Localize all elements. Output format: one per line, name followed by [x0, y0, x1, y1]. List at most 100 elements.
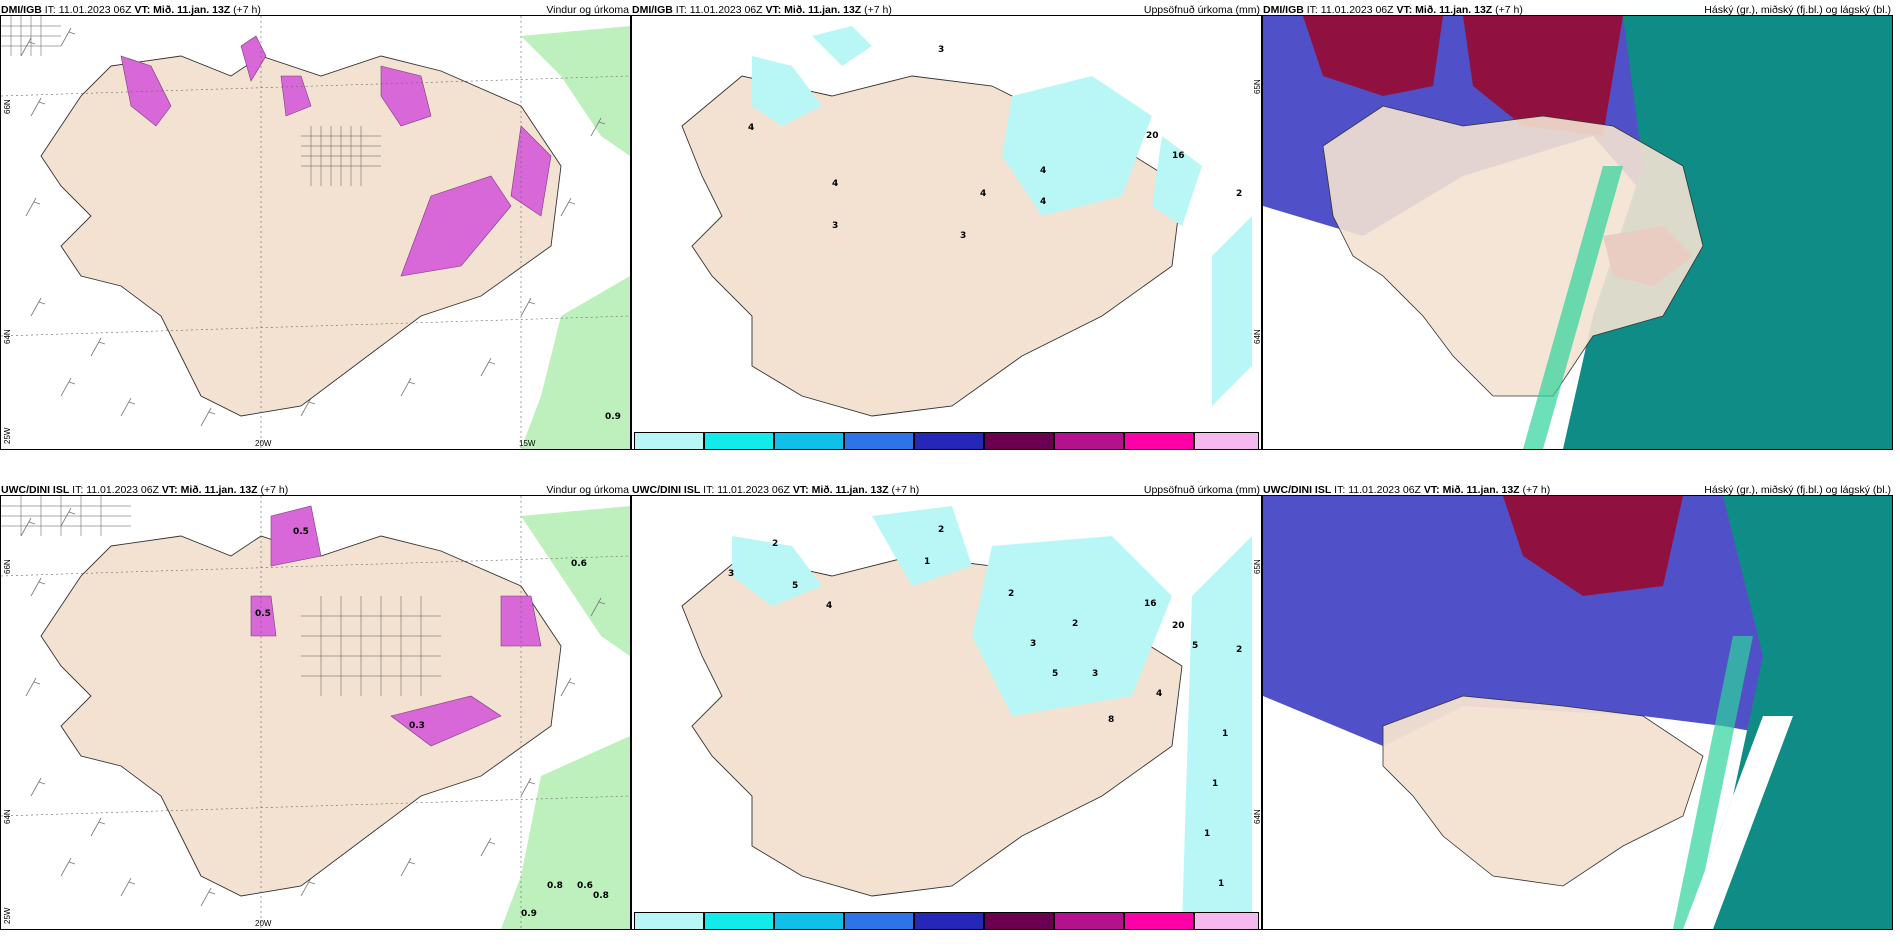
- precip-value: 5: [792, 581, 798, 591]
- precip-values: 2 1 2 3 5 4 2 3 16 20 5 2 1 1 1 1 8 4 3 …: [728, 525, 1242, 889]
- value-label: 0.6: [577, 881, 593, 891]
- model-name: DMI/IGB: [1263, 4, 1304, 16]
- legend-swatch: [634, 432, 704, 449]
- precip-value: 3: [728, 569, 734, 579]
- lon-label-20w: 20W: [255, 439, 272, 448]
- wind-map-canvas: 0.6 0.8 0.6 0.8 0.9 0.5 0.5 0.3: [1, 496, 630, 929]
- wind-map: 0.9 66N 64N 25W 20W 15W: [0, 15, 631, 450]
- lat-label-64n: 64N: [3, 329, 12, 344]
- precip-value: 1: [1212, 779, 1218, 789]
- precip-value: 5: [1192, 641, 1198, 651]
- precip-value: 4: [980, 189, 986, 199]
- precip-map-canvas: 2 1 2 3 5 4 2 3 16 20 5 2 1 1 1 1 8 4 3 …: [632, 496, 1261, 929]
- iceland-land: [40, 535, 562, 897]
- legend-swatch: [634, 912, 704, 929]
- panel-dmi-wind: DMI/IGB IT: 11.01.2023 06Z VT: Mið. 11.j…: [0, 0, 631, 450]
- legend-swatch: [984, 912, 1054, 929]
- legend-swatch: [704, 432, 774, 449]
- precip-legend: 1 10 25 50 75 100 150 200 400: [634, 432, 1259, 449]
- precip-value: 4: [1040, 166, 1046, 176]
- panel-dmi-precip: DMI/IGB IT: 11.01.2023 06Z VT: Mið. 11.j…: [631, 0, 1262, 450]
- cloud-map: [1262, 15, 1893, 450]
- low-cloud-area: [1463, 16, 1623, 136]
- precip-values: 3 4 4 3 4 4 20 16 2 3 4: [748, 45, 1242, 241]
- precip-value: 3: [832, 221, 838, 231]
- lead-time: (+7 h): [1495, 4, 1523, 16]
- it-label: IT:: [44, 4, 56, 16]
- panel-header: UWC/DINI ISL IT: 11.01.2023 06Z VT: Mið.…: [0, 480, 631, 500]
- model-name: DMI/IGB: [632, 4, 673, 16]
- panel-uwc-wind: UWC/DINI ISL IT: 11.01.2023 06Z VT: Mið.…: [0, 480, 631, 930]
- high-cloud-area: [1563, 16, 1892, 449]
- green-band: [1523, 166, 1623, 449]
- precip-value: 3: [1030, 639, 1036, 649]
- precip-map: 3 4 4 3 4 4 20 16 2 3 4 65N 64N: [631, 15, 1262, 450]
- legend-swatch: [984, 432, 1054, 449]
- product-title: Uppsöfnuð úrkoma (mm): [1143, 484, 1260, 496]
- precip-value: 1: [1204, 829, 1210, 839]
- hatch-areas: [1, 496, 441, 696]
- cloud-map: [1262, 495, 1893, 930]
- model-name: UWC/DINI ISL: [1263, 484, 1332, 496]
- precip-value: 5: [1052, 669, 1058, 679]
- panel-header: UWC/DINI ISL IT: 11.01.2023 06Z VT: Mið.…: [631, 480, 1262, 500]
- precip-value: 2: [772, 539, 778, 549]
- it-value: 11.01.2023 06Z: [717, 484, 790, 496]
- precip-value: 2: [1236, 189, 1242, 199]
- product-title: Uppsöfnuð úrkoma (mm): [1143, 4, 1260, 16]
- product-title: Háský (gr.), miðský (fj.bl.) og lágský (…: [1704, 484, 1891, 496]
- lon-label-20w: 20W: [255, 919, 272, 928]
- precip-value: 3: [1092, 669, 1098, 679]
- lat-label-66n: 66N: [3, 99, 12, 114]
- legend-swatch: [774, 912, 844, 929]
- product-title: Vindur og úrkoma: [546, 484, 629, 496]
- value-label: 0.5: [293, 527, 309, 537]
- precip-map-canvas: 3 4 4 3 4 4 20 16 2 3 4: [632, 16, 1261, 449]
- lat-label-64n: 64N: [1253, 809, 1262, 824]
- legend-swatch: [1124, 432, 1194, 449]
- precip-value: 2: [1072, 619, 1078, 629]
- vt-label: VT: Mið. 11.jan. 13Z: [765, 4, 862, 16]
- hatch-areas: [1, 16, 381, 186]
- precip-value: 4: [826, 601, 832, 611]
- vt-label: VT: Mið. 11.jan. 13Z: [1423, 484, 1520, 496]
- value-label: 0.9: [521, 909, 537, 919]
- precip-value: 2: [1008, 589, 1014, 599]
- lon-label-25w: 25W: [3, 907, 12, 924]
- value-label: 0.9: [605, 412, 621, 422]
- legend-swatch: [1194, 912, 1259, 929]
- panel-header: UWC/DINI ISL IT: 11.01.2023 06Z VT: Mið.…: [1262, 480, 1893, 500]
- panel-header: DMI/IGB IT: 11.01.2023 06Z VT: Mið. 11.j…: [631, 0, 1262, 20]
- graticule: [1, 16, 630, 449]
- white-gap: [1683, 716, 1793, 929]
- precip-light: [732, 506, 1252, 926]
- iceland-land: [1382, 695, 1704, 887]
- panel-uwc-cloud: UWC/DINI ISL IT: 11.01.2023 06Z VT: Mið.…: [1262, 480, 1893, 930]
- value-label: 0.6: [571, 559, 587, 569]
- legend-swatch: [704, 912, 774, 929]
- precip-value: 4: [748, 123, 754, 133]
- value-label: 0.8: [547, 881, 563, 891]
- value-label: 0.5: [255, 609, 271, 619]
- legend-swatch: [844, 432, 914, 449]
- precip-map: 2 1 2 3 5 4 2 3 16 20 5 2 1 1 1 1 8 4 3 …: [631, 495, 1262, 930]
- precip-value: 20: [1146, 131, 1159, 141]
- precip-legend: 1 10 25 50 75 100 150 200 400: [634, 912, 1259, 929]
- legend-swatch: [914, 432, 984, 449]
- precip-value: 4: [1040, 197, 1046, 207]
- lead-time: (+7 h): [891, 484, 920, 496]
- model-name: DMI/IGB: [1, 4, 42, 16]
- model-name: UWC/DINI ISL: [632, 484, 701, 496]
- it-label: IT:: [1334, 484, 1346, 496]
- it-value: 11.01.2023 06Z: [1348, 484, 1421, 496]
- precip-value: 2: [1236, 645, 1242, 655]
- panel-header: DMI/IGB IT: 11.01.2023 06Z VT: Mið. 11.j…: [0, 0, 631, 20]
- precip-value: 4: [832, 179, 838, 189]
- lead-time: (+7 h): [260, 484, 289, 496]
- magenta-precip: [120, 35, 552, 277]
- cloud-map-canvas: [1263, 16, 1892, 449]
- panel-uwc-precip: UWC/DINI ISL IT: 11.01.2023 06Z VT: Mið.…: [631, 480, 1262, 930]
- graticule: [1, 496, 630, 929]
- lat-label-65n: 65N: [1253, 559, 1262, 574]
- vt-label: VT: Mið. 11.jan. 13Z: [1396, 4, 1493, 16]
